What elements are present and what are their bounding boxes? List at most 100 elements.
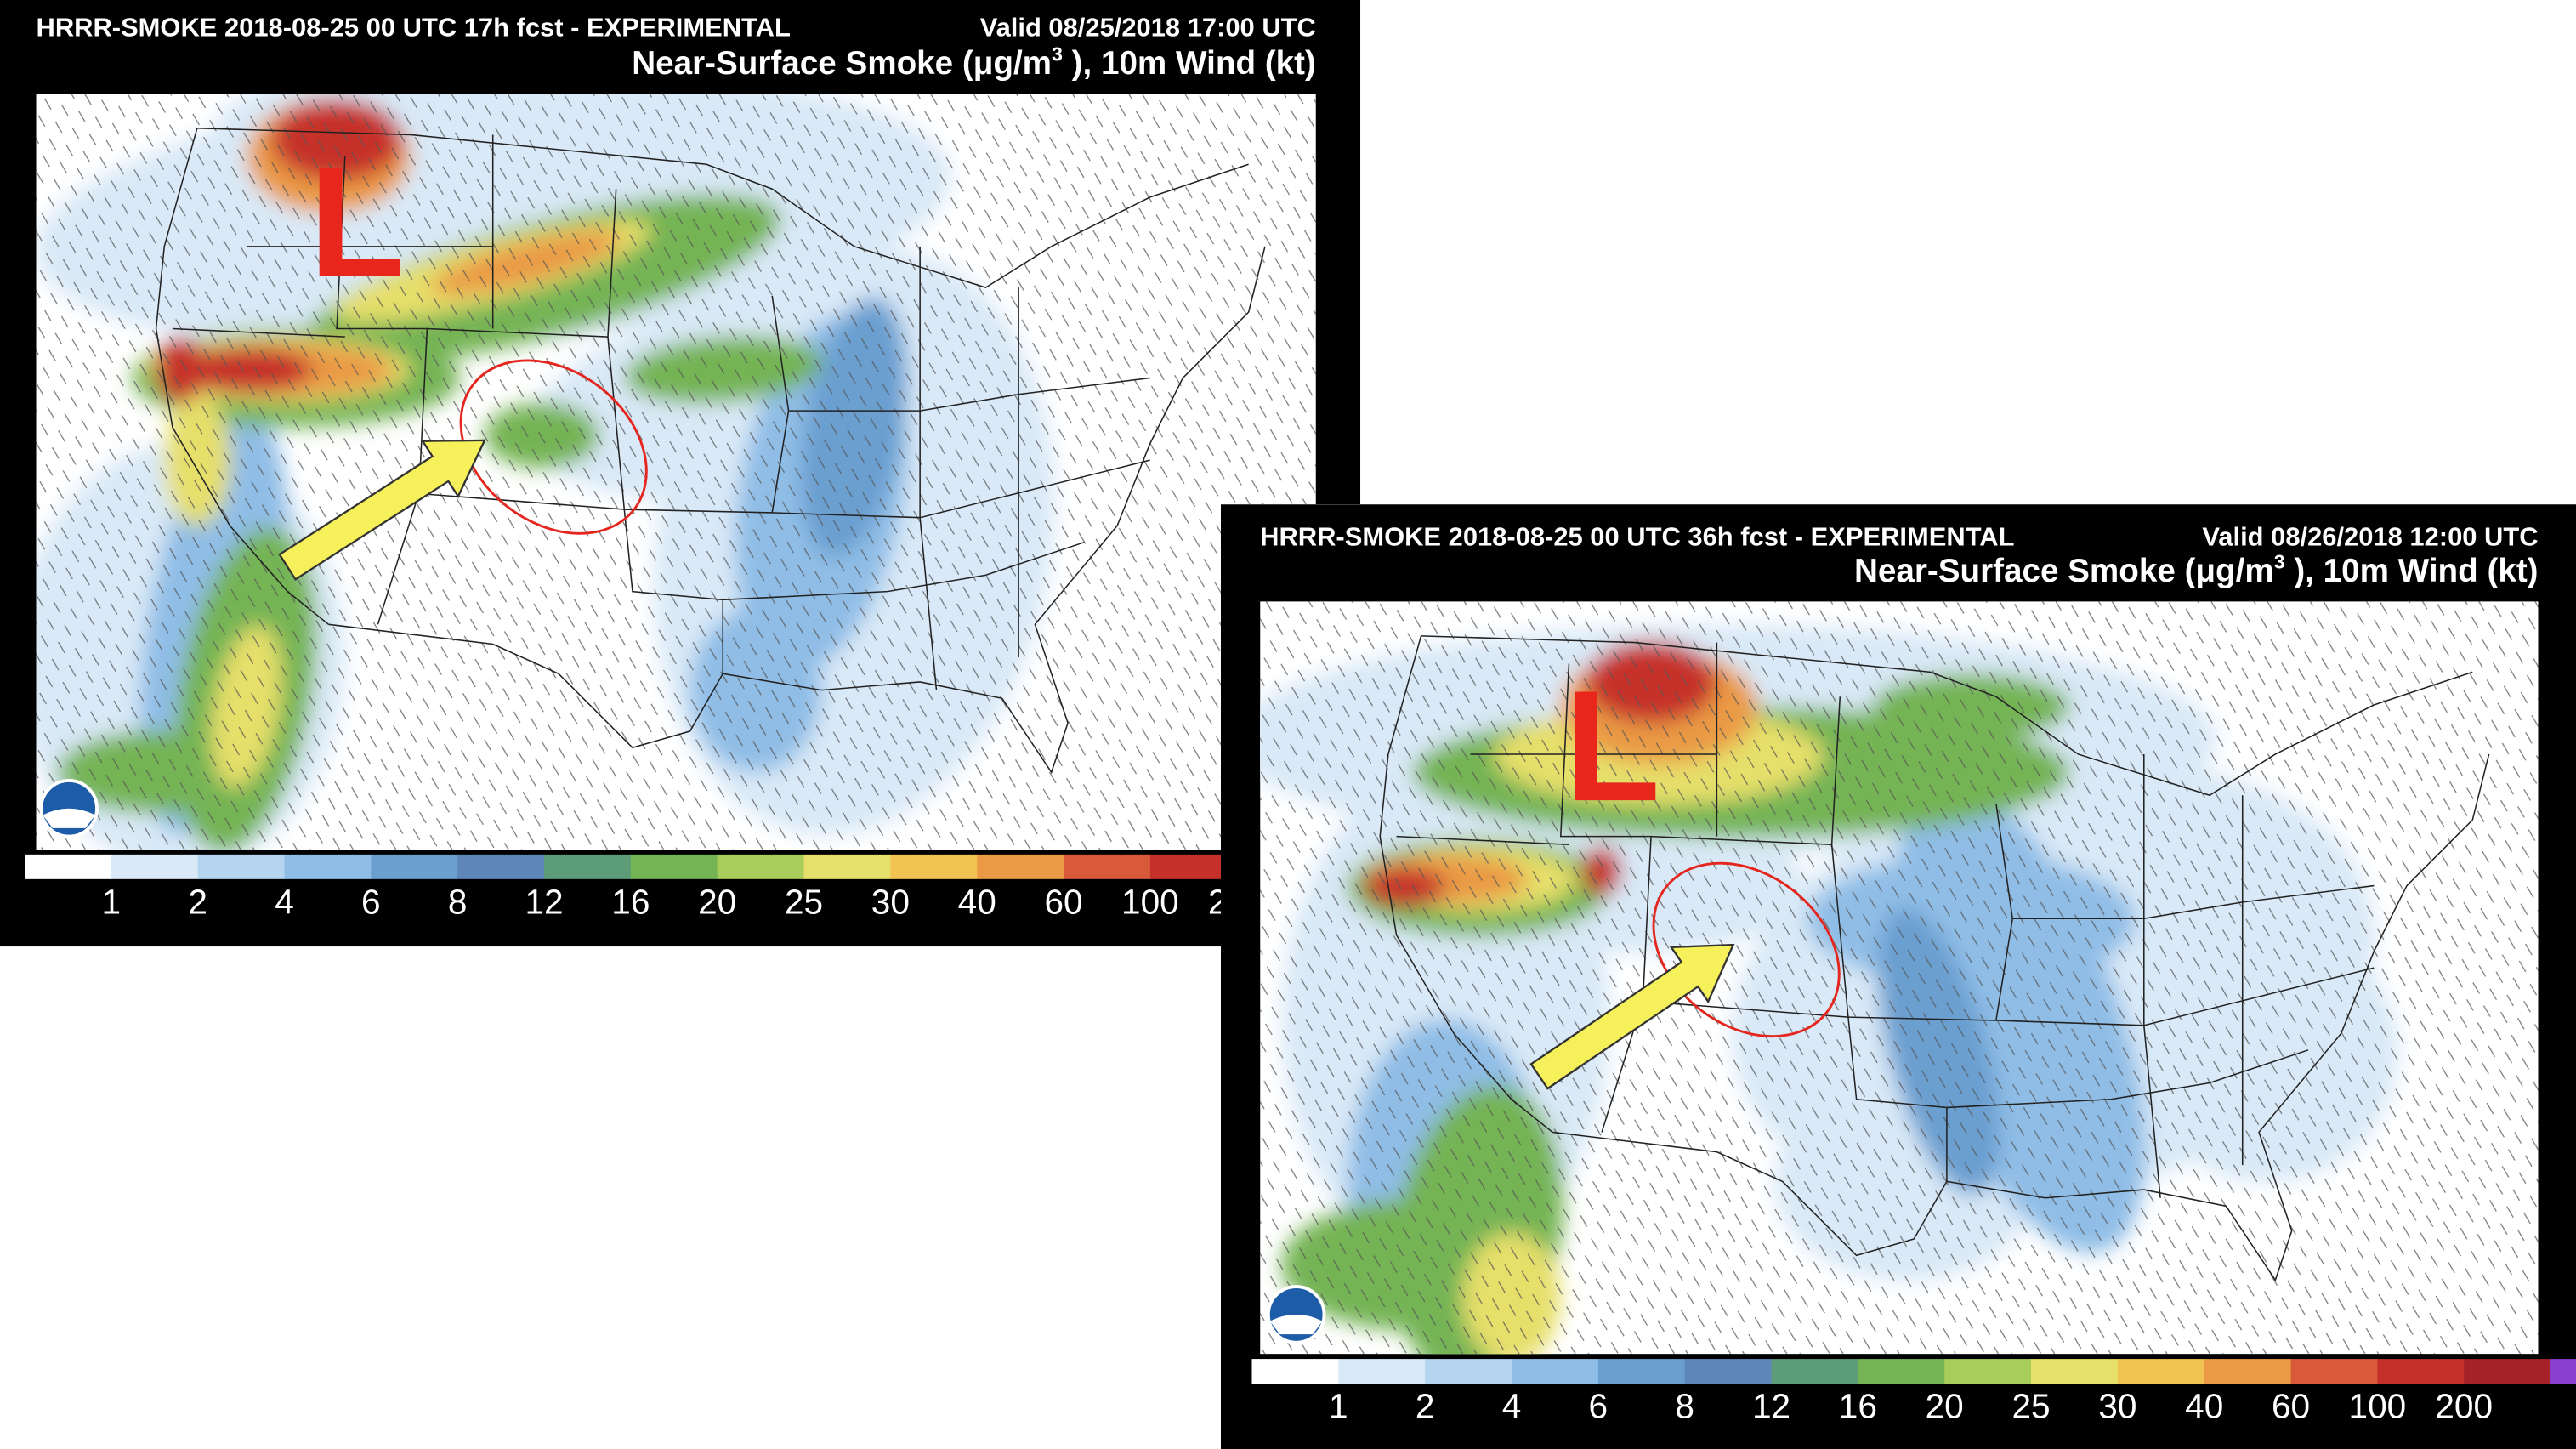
colorbar-label: 8 — [1675, 1387, 1694, 1426]
border-line — [919, 246, 938, 690]
border-line — [624, 295, 790, 514]
border-line — [155, 128, 329, 625]
border-line — [2143, 753, 2161, 1198]
colorbar-label: 25 — [2011, 1387, 2050, 1426]
colorbar-swatch — [977, 854, 1064, 879]
colorbar-label: 4 — [275, 882, 294, 921]
highlight-ellipse — [459, 359, 648, 535]
colorbar-label: 16 — [1839, 1387, 1877, 1426]
border-line — [1552, 753, 2490, 1282]
border-line — [772, 459, 1150, 519]
valid-time: Valid 08/25/2018 17:00 UTC — [980, 13, 1316, 43]
noaa-logo-wave — [43, 808, 96, 828]
wind-barbs — [36, 94, 1316, 850]
border-line — [1830, 696, 1841, 845]
colorbar-label: 20 — [698, 882, 736, 921]
colorbar-swatch — [2290, 1359, 2378, 1384]
colorbar-label: 100 — [1121, 882, 1179, 921]
map-panel: L HRRR-SMOKE 2018-08-25 00 UTC 36h fcst -… — [1220, 504, 2576, 1449]
colorbar-label: 40 — [958, 882, 996, 921]
colorbar-swatch — [544, 854, 632, 879]
border-line — [2012, 884, 2375, 919]
colorbar-swatch — [803, 854, 891, 879]
border-line — [172, 327, 345, 338]
border-line — [328, 246, 1266, 774]
border-line — [788, 377, 1150, 412]
colorbar-label: 30 — [2098, 1387, 2136, 1426]
noaa-logo-wave — [1269, 1314, 1323, 1335]
colorbar-label: 2 — [1416, 1387, 1435, 1426]
colorbar-swatch — [630, 854, 718, 879]
colorbar-swatch — [1251, 1359, 1339, 1384]
subtitle-text: ), 10m Wind (kt) — [1063, 45, 1316, 82]
colorbar-label: 8 — [448, 882, 468, 921]
border-line — [1847, 803, 2013, 1021]
panel-title: HRRR-SMOKE 2018-08-25 00 UTC 17h fcst - … — [37, 13, 791, 43]
colorbar-swatch — [2377, 1359, 2465, 1384]
wind-arrow — [1529, 943, 1735, 1090]
colorbar-label: 6 — [361, 882, 381, 921]
colorbar-label: 12 — [525, 882, 563, 921]
border-line — [723, 541, 1085, 601]
border-line — [623, 509, 724, 674]
wind-arrow — [278, 439, 486, 581]
map-panel: L HRRR-SMOKE 2018-08-25 00 UTC 17h fcst -… — [0, 0, 1361, 947]
colorbar-label: 100 — [2349, 1387, 2407, 1426]
border-line — [1634, 835, 1849, 1018]
colorbar-swatch — [1338, 1359, 1426, 1384]
colorbar-label: 20 — [1926, 1387, 1964, 1426]
colorbar-label: 2 — [188, 882, 207, 921]
colorbar-label: 30 — [871, 882, 910, 921]
colorbar-label: 60 — [2272, 1387, 2310, 1426]
colorbar-label: 6 — [1589, 1387, 1609, 1426]
colorbar-swatch — [1597, 1359, 1686, 1384]
colorbar-swatch — [1425, 1359, 1512, 1384]
boundaries — [1379, 635, 2490, 1282]
border-line — [196, 127, 1249, 289]
colorbar-label: 60 — [1044, 882, 1082, 921]
colorbar-swatch — [24, 854, 112, 879]
colorbar-swatch — [1684, 1359, 1773, 1384]
map-area: L — [36, 94, 1316, 850]
subtitle-text: Near-Surface Smoke (μg/m — [1854, 553, 2274, 589]
colorbar-label: 1 — [102, 882, 122, 921]
colorbar-swatch — [111, 854, 199, 879]
border-line — [1946, 1049, 2309, 1109]
colorbar-swatch — [2464, 1359, 2551, 1384]
colorbar-label: 4 — [1502, 1387, 1522, 1426]
panel-subtitle: Near-Surface Smoke (μg/m3 ), 10m Wind (k… — [1854, 551, 2539, 589]
subtitle-text: Near-Surface Smoke (μg/m — [632, 45, 1052, 82]
colorbar-swatch — [1771, 1359, 1858, 1384]
valid-time: Valid 08/26/2018 12:00 UTC — [2202, 522, 2538, 552]
colorbar-swatch — [1064, 854, 1151, 879]
panel-subtitle: Near-Surface Smoke (μg/m3 ), 10m Wind (k… — [632, 43, 1316, 81]
border-line — [1379, 635, 1553, 1134]
colorbar-swatch — [890, 854, 978, 879]
colorbar-swatch — [2117, 1359, 2205, 1384]
boundaries — [155, 127, 1266, 774]
colorbar-label: 12 — [1752, 1387, 1790, 1426]
colorbar-swatch — [1944, 1359, 2032, 1384]
subtitle-superscript: 3 — [2274, 551, 2285, 573]
colorbar-label: 40 — [2185, 1387, 2223, 1426]
colorbar-swatch — [2204, 1359, 2292, 1384]
border-line — [1421, 635, 2473, 797]
border-line — [607, 189, 617, 338]
wind-barbs — [1260, 601, 2539, 1355]
colorbar-swatch — [1512, 1359, 1599, 1384]
border-line — [411, 327, 626, 510]
map-area: L — [1260, 601, 2539, 1355]
subtitle-text: ), 10m Wind (kt) — [2285, 553, 2539, 589]
border-line — [1396, 835, 1569, 846]
colorbar-label: 25 — [785, 882, 823, 921]
colorbar-label: 16 — [611, 882, 650, 921]
colorbar-swatch — [371, 854, 458, 879]
panel-title: HRRR-SMOKE 2018-08-25 00 UTC 36h fcst - … — [1260, 522, 2014, 552]
colorbar-swatch — [457, 854, 545, 879]
low-marker: L — [309, 134, 405, 310]
border-line — [1847, 1017, 1948, 1182]
subtitle-superscript: 3 — [1052, 43, 1063, 65]
